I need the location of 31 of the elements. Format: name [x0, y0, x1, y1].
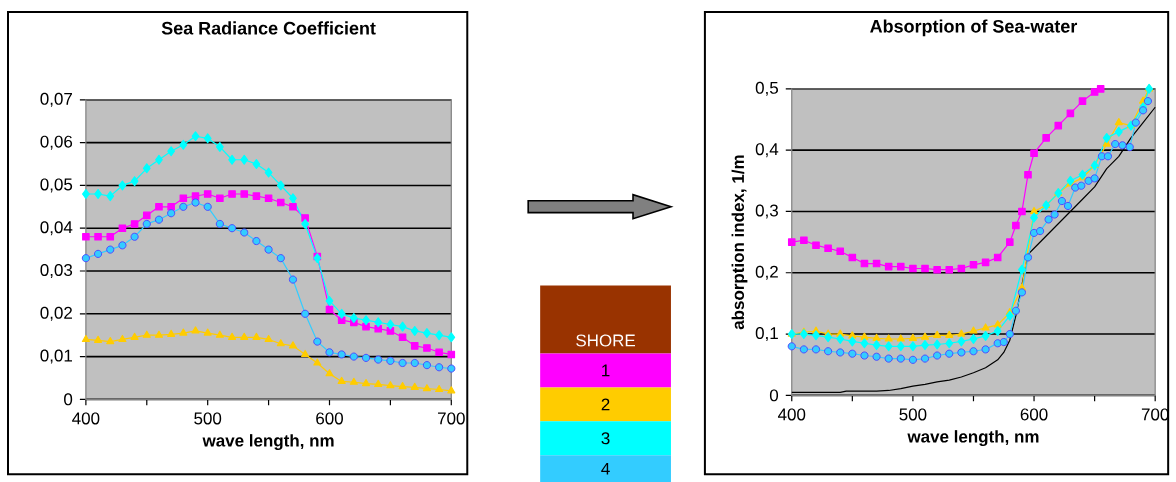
y-tick-label: 0,1 — [755, 326, 778, 341]
x-tick-label: 600 — [1020, 408, 1048, 421]
x-tick-label: 700 — [438, 412, 465, 425]
text: 1 — [602, 364, 610, 377]
chart-title: Sea Radiance Coefficient — [161, 21, 376, 35]
text: 3 — [601, 432, 610, 445]
y-tick-label: 0,5 — [755, 81, 779, 96]
y-tick-label: 0 — [769, 389, 779, 402]
x-tick-label: 600 — [316, 412, 343, 425]
text: SHORE — [576, 334, 635, 347]
text: 4 — [601, 462, 610, 475]
y-tick-label: 0,03 — [40, 263, 73, 278]
x-tick-label: 500 — [899, 408, 927, 421]
y-tick-label: 0,3 — [755, 204, 778, 219]
x-tick-label: 400 — [777, 408, 806, 421]
y-tick-label: 0,05 — [40, 178, 73, 193]
y-axis-title: absorption index, 1/m — [731, 155, 748, 330]
text: 2 — [601, 398, 610, 411]
y-tick-label: 0 — [64, 393, 73, 406]
y-tick-label: 0,4 — [755, 143, 779, 158]
y-tick-label: 0,2 — [755, 265, 778, 280]
y-tick-label: 0,02 — [40, 306, 72, 321]
chart-title: Absorption of Sea-water — [870, 19, 1078, 37]
x-axis-title: wave length, nm — [907, 430, 1039, 446]
y-tick-label: 0,06 — [40, 135, 73, 150]
x-axis-title: wave length, nm — [202, 434, 334, 450]
y-tick-label: 0,07 — [40, 92, 72, 107]
x-tick-label: 400 — [72, 412, 100, 425]
x-tick-label: 500 — [194, 412, 222, 425]
y-tick-label: 0,04 — [40, 221, 73, 236]
y-tick-label: 0,01 — [40, 349, 73, 364]
